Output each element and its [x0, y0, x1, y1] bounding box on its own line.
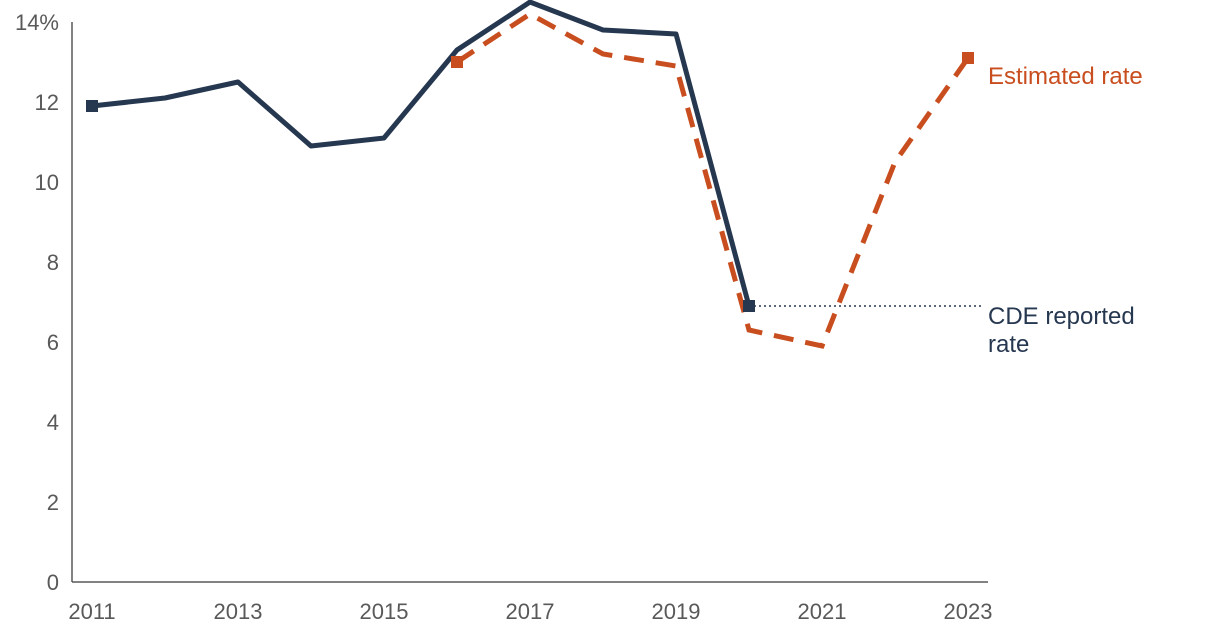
cde-reported-rate-label: CDE reported: [988, 303, 1135, 330]
y-tick-label: 12: [35, 90, 59, 115]
y-tick-label: 0: [47, 570, 59, 595]
x-tick-label: 2015: [360, 599, 409, 624]
y-tick-labels: 0 2 4 6 8 10 12 14%: [15, 10, 59, 595]
x-tick-labels: 2011 2013 2015 2017 2019 2021 2023: [68, 599, 992, 624]
series-markers: [86, 52, 974, 312]
y-tick-label: 10: [35, 170, 59, 195]
x-tick-label: 2023: [944, 599, 993, 624]
estimated-rate-label: Estimated rate: [988, 63, 1143, 90]
y-tick-label: 8: [47, 250, 59, 275]
y-tick-label: 4: [47, 410, 59, 435]
x-tick-label: 2017: [506, 599, 555, 624]
cde-start-marker: [86, 100, 98, 112]
estimated-start-marker: [451, 56, 463, 68]
cde-reported-rate-label-line2: rate: [988, 331, 1029, 358]
x-tick-label: 2019: [652, 599, 701, 624]
cde-end-marker: [743, 300, 755, 312]
x-tick-label: 2011: [68, 599, 115, 624]
estimated-end-marker: [962, 52, 974, 64]
y-tick-label: 14%: [15, 10, 59, 35]
series-line-estimated-rate: [455, 11, 971, 349]
series-line-cde-reported-rate: [91, 0, 752, 307]
y-tick-label: 6: [47, 330, 59, 355]
y-tick-label: 2: [47, 490, 59, 515]
x-tick-label: 2021: [798, 599, 847, 624]
x-tick-label: 2013: [214, 599, 263, 624]
